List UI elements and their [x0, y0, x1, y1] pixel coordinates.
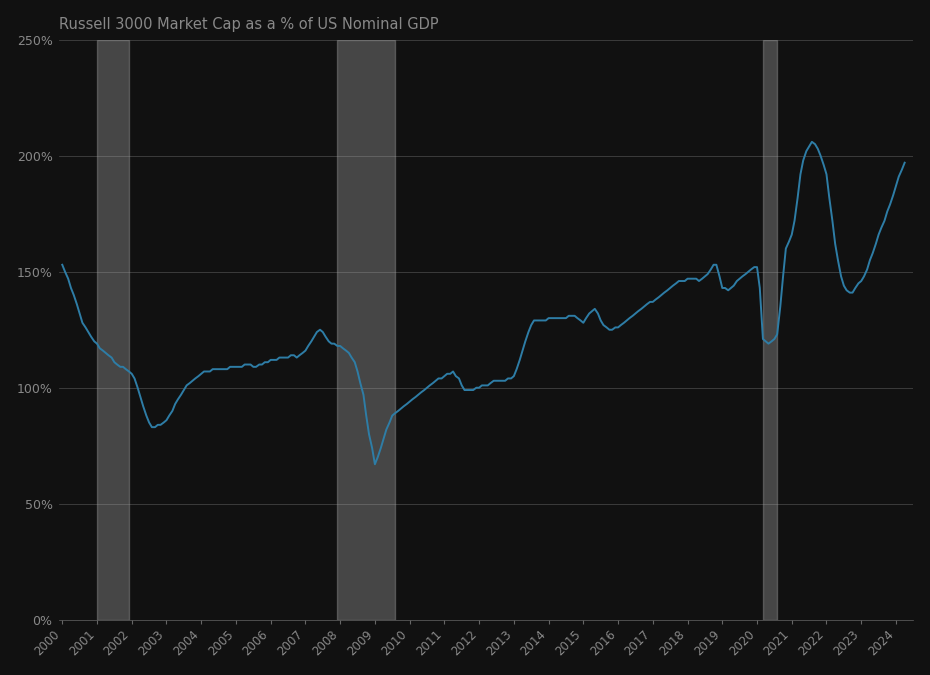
Bar [97, 40, 129, 620]
Text: Russell 3000 Market Cap as a % of US Nominal GDP: Russell 3000 Market Cap as a % of US Nom… [60, 17, 439, 32]
Bar [763, 40, 777, 620]
Bar [338, 40, 395, 620]
